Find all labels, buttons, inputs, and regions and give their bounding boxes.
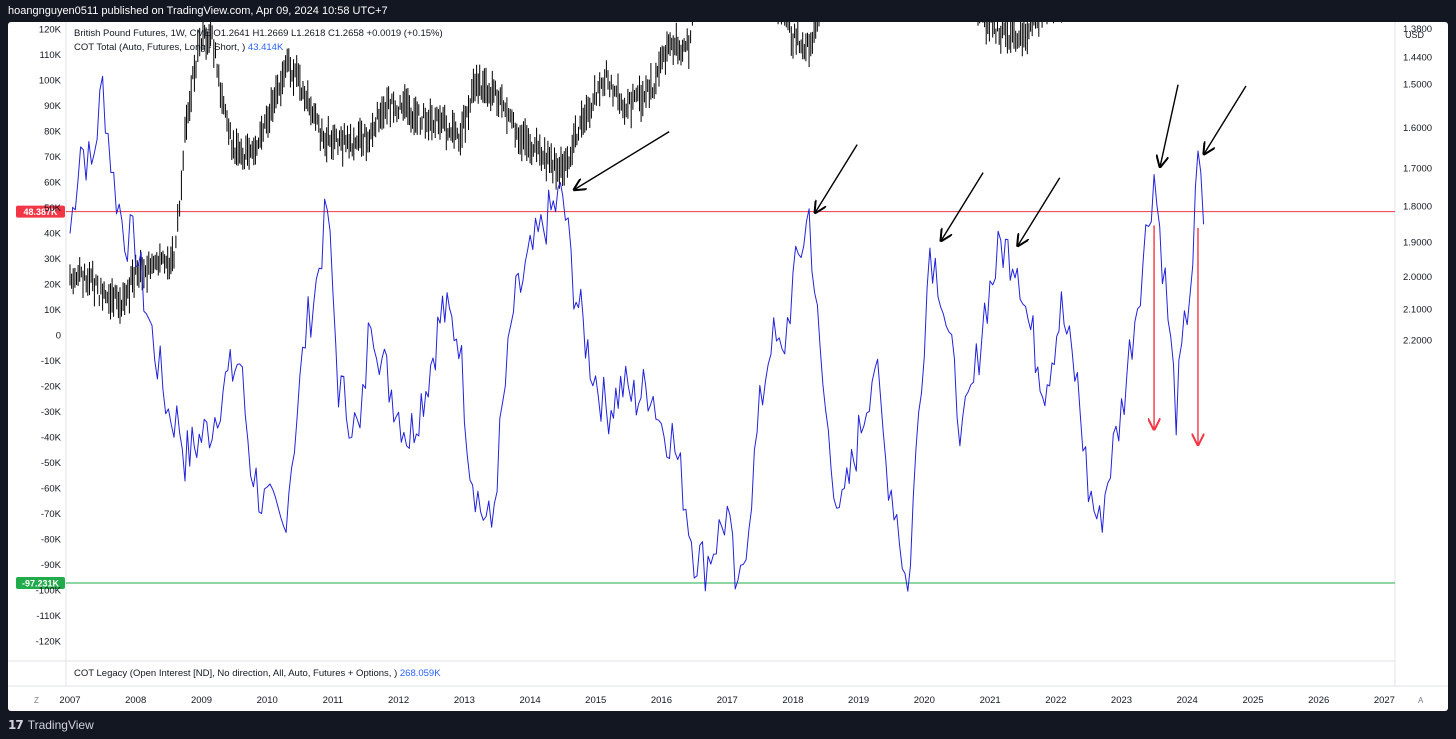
x-tick-label: 2012 xyxy=(388,695,409,706)
left-tick-label: -70K xyxy=(41,509,62,520)
left-tick-label: -120K xyxy=(36,637,62,648)
x-tick-label: 2015 xyxy=(585,695,606,706)
x-tick-label: 2013 xyxy=(454,695,475,706)
footer-brand[interactable]: 17 TradingView xyxy=(8,717,94,733)
right-tick-label: 1.3800 xyxy=(1403,24,1432,35)
right-tick-label: 1.7000 xyxy=(1403,163,1432,174)
x-tick-label: 2009 xyxy=(191,695,212,706)
x-tick-label: 2022 xyxy=(1045,695,1066,706)
right-tick-label: 1.8000 xyxy=(1403,202,1432,213)
level-badge-label: -97.231K xyxy=(22,578,60,588)
right-tick-label: 2.1000 xyxy=(1403,305,1432,316)
cot-total-label: COT Total (Auto, Futures, Long - Short, … xyxy=(74,42,246,53)
left-tick-label: 50K xyxy=(44,203,62,214)
x-tick-label: 2025 xyxy=(1242,695,1263,706)
left-tick-label: -90K xyxy=(41,560,62,571)
left-tick-label: -80K xyxy=(41,535,62,546)
left-tick-label: -10K xyxy=(41,356,62,367)
left-tick-label: 100K xyxy=(39,76,62,87)
chart-canvas[interactable]: 48.387K -97.231K 120K 110K 100K 90K 80K 70K 60K… xyxy=(8,22,1448,711)
peak-arrow xyxy=(1160,84,1179,167)
right-tick-label: 1.9000 xyxy=(1403,238,1432,249)
x-tick-label: 2027 xyxy=(1374,695,1395,706)
cot-legacy-legend: COT Legacy (Open Interest [ND], No direc… xyxy=(74,668,441,679)
price-bars xyxy=(69,22,1063,324)
x-tick-label: 2010 xyxy=(257,695,278,706)
x-tick-label: 2008 xyxy=(125,695,146,706)
x-tick-label: 2019 xyxy=(848,695,869,706)
cot-total-legend: COT Total (Auto, Futures, Long - Short, … xyxy=(74,42,283,53)
cot-total-line xyxy=(69,75,1205,592)
left-tick-label: 70K xyxy=(44,152,62,163)
peak-arrow xyxy=(815,144,858,213)
x-tick-label: 2018 xyxy=(782,695,803,706)
left-tick-label: 90K xyxy=(44,101,62,112)
right-tick-label: 1.6000 xyxy=(1403,123,1432,134)
cot-total-value: 43.414K xyxy=(247,42,284,53)
right-tick-label: 2.2000 xyxy=(1403,336,1432,347)
x-tick-label: 2021 xyxy=(980,695,1001,706)
left-tick-label: 80K xyxy=(44,127,62,138)
cot-legacy-value: 268.059K xyxy=(399,668,441,679)
x-tick-label: 2014 xyxy=(520,695,541,706)
right-tick-label: 1.4400 xyxy=(1403,52,1432,63)
publish-info: hoangnguyen0511 published on TradingView… xyxy=(8,5,388,17)
x-tick-label: 2016 xyxy=(651,695,672,706)
price-legend: British Pound Futures, 1W, CME O1.2641 H… xyxy=(74,28,443,39)
x-tick-label: 2024 xyxy=(1177,695,1198,706)
left-tick-label: -60K xyxy=(41,484,62,495)
right-tick-label: 2.0000 xyxy=(1403,272,1432,283)
left-tick-label: -110K xyxy=(36,611,61,622)
level-badge-label: 48.387K xyxy=(23,207,58,217)
x-tick-label: 2007 xyxy=(59,695,80,706)
left-tick-label: 30K xyxy=(44,254,62,265)
auto-scale-button[interactable]: A xyxy=(1418,696,1424,705)
peak-arrow xyxy=(574,131,670,190)
level-badge xyxy=(16,205,65,218)
x-tick-label: 2017 xyxy=(717,695,738,706)
x-tick-label: 2026 xyxy=(1308,695,1329,706)
left-tick-label: 120K xyxy=(39,25,62,36)
left-tick-label: 40K xyxy=(44,229,62,240)
cot-legacy-label: COT Legacy (Open Interest [ND], No direc… xyxy=(74,668,398,679)
x-tick-label: 2011 xyxy=(323,695,343,706)
right-tick-label: 1.5000 xyxy=(1403,80,1432,91)
chart-frame[interactable]: 48.387K -97.231K 120K 110K 100K 90K 80K 70K 60K… xyxy=(8,22,1448,711)
left-tick-label: 20K xyxy=(44,280,62,291)
peak-arrow xyxy=(1018,177,1061,246)
left-tick-label: 10K xyxy=(44,305,62,316)
left-tick-label: -50K xyxy=(41,458,62,469)
left-tick-label: 0 xyxy=(56,331,61,342)
left-tick-label: -20K xyxy=(41,382,62,393)
left-tick-label: -100K xyxy=(36,586,62,597)
left-tick-label: -30K xyxy=(41,407,62,418)
left-tick-label: 60K xyxy=(44,178,62,189)
level-badge xyxy=(16,576,65,589)
peak-arrow xyxy=(941,172,984,241)
tradingview-logo-icon: 17 xyxy=(8,718,24,732)
peak-arrow xyxy=(1204,85,1247,154)
x-tick-label: 2020 xyxy=(914,695,935,706)
left-tick-label: 110K xyxy=(40,50,62,61)
left-tick-label: -40K xyxy=(41,433,62,444)
zoom-mode-button[interactable]: Z xyxy=(34,696,39,705)
brand-name: TradingView xyxy=(27,718,94,732)
currency-label[interactable]: USD xyxy=(1405,30,1425,40)
x-tick-label: 2023 xyxy=(1111,695,1132,706)
